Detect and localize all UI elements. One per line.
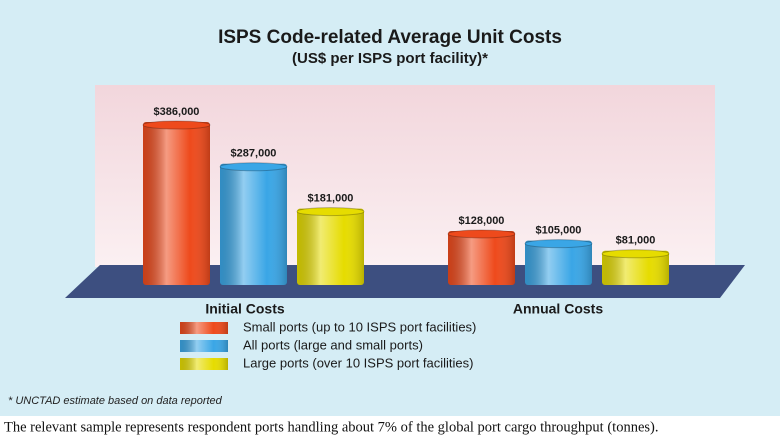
legend-label: Small ports (up to 10 ISPS port faciliti… — [243, 319, 476, 334]
legend-swatch-shine — [180, 322, 228, 334]
bar-shine — [525, 240, 592, 285]
bar-cap — [601, 249, 670, 259]
legend-label: All ports (large and small ports) — [243, 337, 423, 352]
bar-cap — [219, 162, 288, 172]
caption: The relevant sample represents responden… — [4, 419, 658, 435]
data-label: $386,000 — [154, 106, 200, 118]
bar-cap — [142, 120, 211, 130]
bar-shine — [220, 163, 287, 285]
bar-shine — [297, 208, 364, 285]
bar-shine — [143, 122, 210, 285]
data-label: $81,000 — [616, 235, 656, 247]
bar-shine — [448, 230, 515, 285]
bar-cap — [524, 239, 593, 249]
bar-shine — [602, 250, 669, 285]
legend-swatch-shine — [180, 340, 228, 352]
bar-cap — [447, 229, 516, 239]
footnote: * UNCTAD estimate based on data reported — [8, 395, 223, 407]
legend-swatch-shine — [180, 358, 228, 370]
bar-cap — [296, 207, 365, 217]
legend-label: Large ports (over 10 ISPS port facilitie… — [243, 355, 474, 370]
data-label: $105,000 — [536, 225, 582, 237]
data-label: $287,000 — [231, 148, 277, 160]
x-tick-label: Annual Costs — [513, 301, 603, 317]
x-tick-label: Initial Costs — [205, 301, 285, 317]
chart-title: ISPS Code-related Average Unit Costs — [218, 27, 562, 48]
data-label: $181,000 — [308, 192, 354, 204]
data-label: $128,000 — [459, 215, 505, 227]
chart-subtitle: (US$ per ISPS port facility)* — [292, 50, 488, 67]
